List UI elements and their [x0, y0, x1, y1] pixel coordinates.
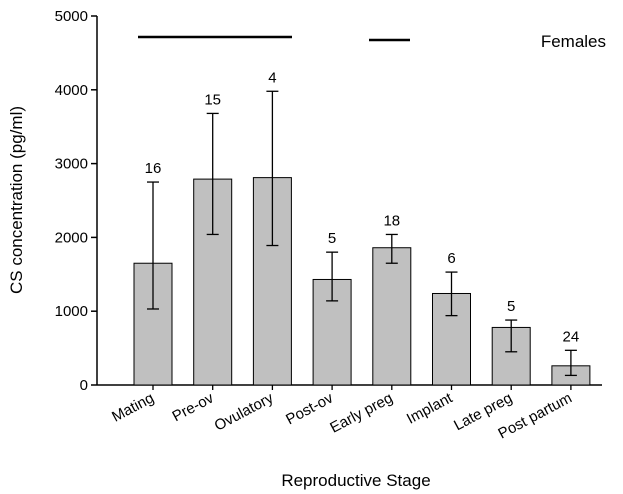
y-axis-label: CS concentration (pg/ml)	[7, 106, 26, 294]
sample-size-label: 4	[268, 69, 276, 86]
x-tick-label: Implant	[404, 389, 456, 427]
x-axis-label: Reproductive Stage	[281, 471, 430, 490]
legend-annotation: Females	[541, 32, 606, 51]
sample-size-label: 6	[447, 250, 455, 267]
sample-size-label: 24	[563, 328, 580, 345]
sample-size-label: 16	[145, 160, 162, 177]
y-tick-label: 5000	[55, 8, 88, 25]
y-tick-label: 4000	[55, 82, 88, 99]
bar	[372, 247, 412, 386]
y-tick-label: 3000	[55, 156, 88, 173]
x-tick-label: Early preg	[327, 390, 395, 437]
x-tick-label: Mating	[109, 390, 157, 426]
y-tick-label: 1000	[55, 303, 88, 320]
y-tick-label: 2000	[55, 229, 88, 246]
sample-size-label: 5	[507, 298, 515, 315]
sample-size-label: 18	[383, 212, 400, 229]
x-tick-label: Ovulatory	[212, 389, 277, 434]
sample-size-label: 5	[328, 230, 336, 247]
y-tick-label: 0	[80, 377, 88, 394]
sample-size-label: 15	[204, 91, 221, 108]
x-tick-label: Pre-ov	[170, 389, 217, 425]
